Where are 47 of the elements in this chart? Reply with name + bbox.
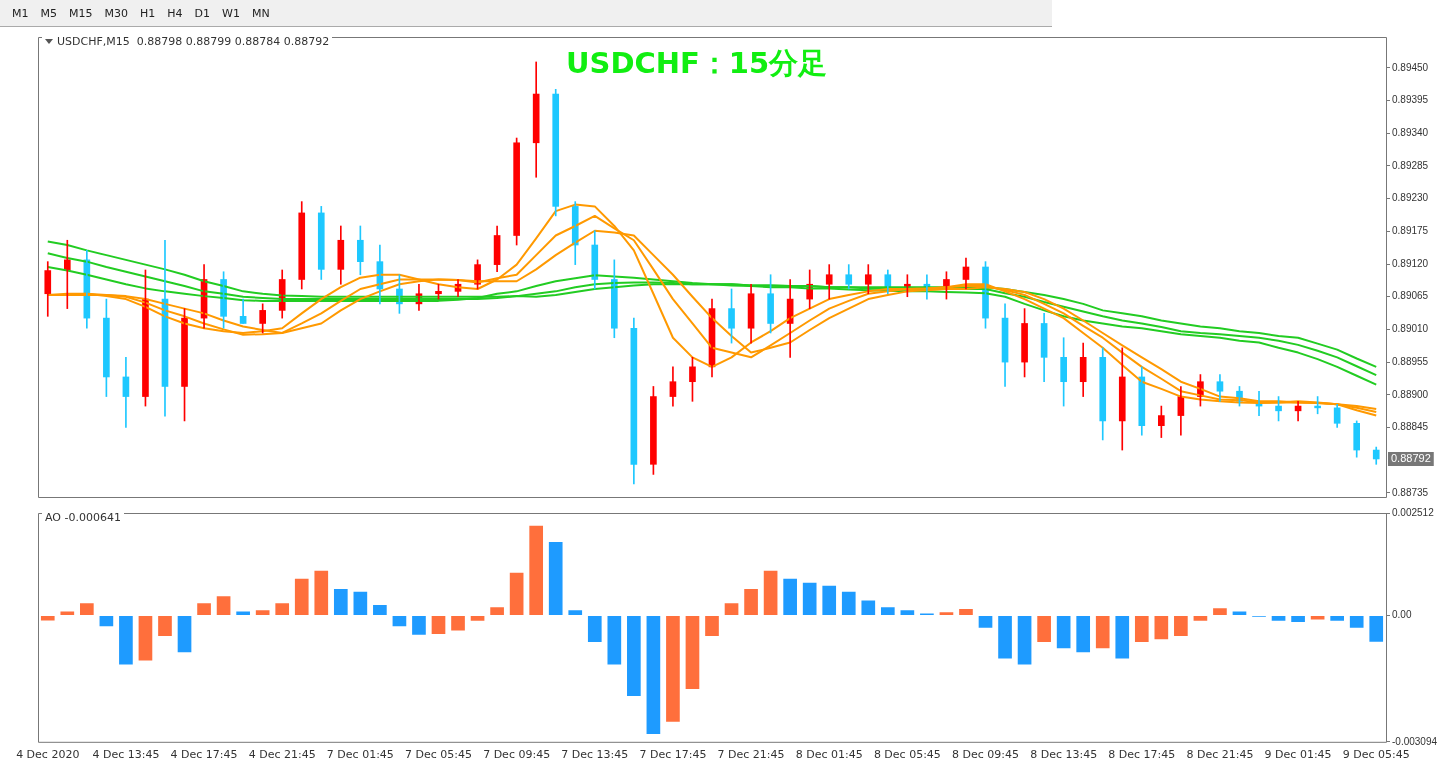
y-tick-label: 0.002512 (1392, 506, 1435, 518)
text: W1 (221, 5, 241, 22)
y-tick-label: 0.88735 (1392, 486, 1429, 498)
y-tick-label: 0.89065 (1392, 290, 1429, 302)
y-tick-label: 0.89120 (1392, 257, 1429, 269)
chart-subtitle: USDCHF,M15 0.88798 0.88799 0.88784 0.88792 (57, 35, 330, 48)
chart-title: AO -0.000641 (42, 510, 124, 525)
x-tick-label: 4 Dec 17:45 (170, 748, 238, 762)
y-tick-label: 0.89395 (1392, 94, 1429, 106)
y-tick-label: 0.89010 (1392, 323, 1429, 335)
text: 0.88792 (1391, 452, 1431, 464)
text: M5 (39, 5, 58, 22)
y-tick-label: 0.88900 (1392, 388, 1429, 400)
x-tick-label: 8 Dec 17:45 (1108, 748, 1176, 762)
x-tick-label: 8 Dec 21:45 (1186, 748, 1254, 762)
y-tick-label: 0.89285 (1392, 159, 1429, 171)
text: H4 (166, 5, 184, 22)
text: MN (250, 5, 271, 22)
text: D1 (193, 5, 212, 22)
x-tick-label: 7 Dec 13:45 (561, 748, 629, 762)
x-tick-label: 7 Dec 01:45 (326, 748, 394, 762)
x-tick-label: 7 Dec 05:45 (405, 748, 472, 762)
x-tick-label: 8 Dec 05:45 (873, 748, 941, 762)
y-tick-label: 0.00 (1392, 609, 1412, 621)
y-tick-label: 0.89230 (1392, 192, 1429, 204)
x-tick-label: 9 Dec 05:45 (1342, 748, 1410, 762)
y-tick-label: -0.003094 (1392, 735, 1438, 747)
x-tick-label: 4 Dec 2020 (16, 748, 80, 762)
text: H1 (139, 5, 157, 22)
text: M1 (11, 5, 30, 22)
x-tick-label: 7 Dec 21:45 (717, 748, 785, 762)
x-tick-label: 8 Dec 09:45 (952, 748, 1019, 762)
x-tick-label: 8 Dec 13:45 (1030, 748, 1098, 762)
y-tick-label: 0.89340 (1392, 127, 1429, 139)
chart-title: USDCHF：15分足 (566, 45, 828, 82)
x-tick-label: 4 Dec 13:45 (92, 748, 160, 762)
text: M30 (103, 5, 129, 22)
x-tick-label: 4 Dec 21:45 (248, 748, 316, 762)
x-tick-label: 7 Dec 17:45 (639, 748, 707, 762)
x-tick-label: 8 Dec 01:45 (795, 748, 863, 762)
y-tick-label: 0.89450 (1392, 61, 1429, 73)
x-tick-label: 7 Dec 09:45 (483, 748, 551, 762)
y-tick-label: 0.88845 (1392, 421, 1429, 433)
text: M15 (68, 5, 94, 22)
y-tick-label: 0.88955 (1392, 355, 1429, 367)
y-tick-label: 0.89175 (1392, 225, 1429, 237)
x-tick-label: 9 Dec 01:45 (1264, 748, 1332, 762)
